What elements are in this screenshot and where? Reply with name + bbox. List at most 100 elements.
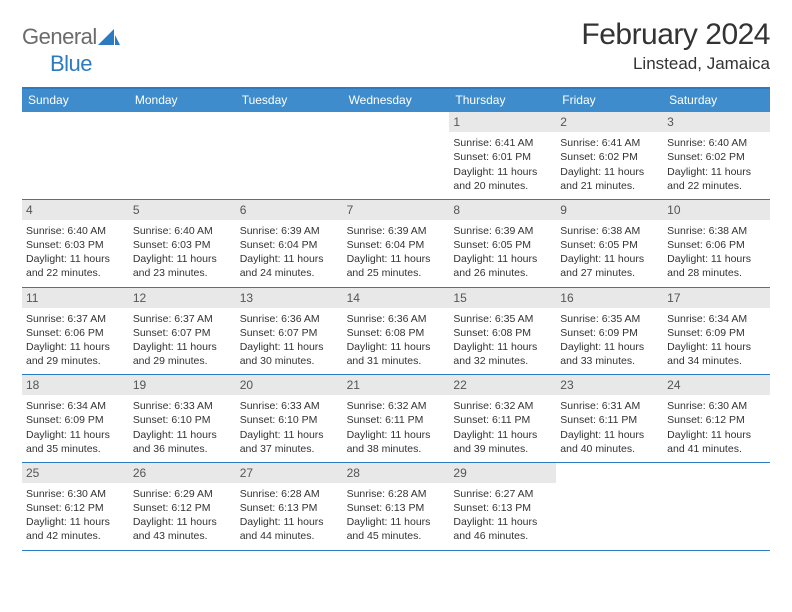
day-info: Sunrise: 6:36 AMSunset: 6:08 PMDaylight:…: [347, 312, 446, 369]
daylight-text: Daylight: 11 hours and 27 minutes.: [560, 252, 659, 280]
sunset-text: Sunset: 6:11 PM: [453, 413, 552, 427]
sunset-text: Sunset: 6:11 PM: [347, 413, 446, 427]
sunrise-text: Sunrise: 6:38 AM: [560, 224, 659, 238]
logo-text-blue: Blue: [50, 51, 92, 76]
sunrise-text: Sunrise: 6:35 AM: [560, 312, 659, 326]
calendar-cell: 19 Sunrise: 6:33 AMSunset: 6:10 PMDayligh…: [129, 375, 236, 462]
calendar-cell: 7 Sunrise: 6:39 AMSunset: 6:04 PMDaylight…: [343, 200, 450, 287]
calendar-cell: 13Sunrise: 6:36 AMSunset: 6:07 PMDayligh…: [236, 288, 343, 375]
daylight-text: Daylight: 11 hours and 43 minutes.: [133, 515, 232, 543]
day-number: 22: [449, 375, 556, 395]
day-number: 20: [236, 375, 343, 395]
sunrise-text: Sunrise: 6:31 AM: [560, 399, 659, 413]
sunset-text: Sunset: 6:13 PM: [347, 501, 446, 515]
day-info: Sunrise: 6:32 AMSunset: 6:11 PMDaylight:…: [453, 399, 552, 456]
sunset-text: Sunset: 6:02 PM: [667, 150, 766, 164]
day-header: Sunday: [22, 89, 129, 112]
daylight-text: Daylight: 11 hours and 25 minutes.: [347, 252, 446, 280]
sunset-text: Sunset: 6:09 PM: [560, 326, 659, 340]
daylight-text: Daylight: 11 hours and 36 minutes.: [133, 428, 232, 456]
daylight-text: Daylight: 11 hours and 38 minutes.: [347, 428, 446, 456]
daylight-text: Daylight: 11 hours and 40 minutes.: [560, 428, 659, 456]
day-info: Sunrise: 6:35 AMSunset: 6:09 PMDaylight:…: [560, 312, 659, 369]
day-number: 19: [129, 375, 236, 395]
day-number: 9: [556, 200, 663, 220]
brand-logo: General Blue: [22, 24, 120, 77]
day-number: 2: [556, 112, 663, 132]
sunset-text: Sunset: 6:02 PM: [560, 150, 659, 164]
calendar-cell: 2Sunrise: 6:41 AMSunset: 6:02 PMDaylight…: [556, 112, 663, 199]
sunrise-text: Sunrise: 6:34 AM: [26, 399, 125, 413]
calendar-cell: 9Sunrise: 6:38 AMSunset: 6:05 PMDaylight…: [556, 200, 663, 287]
daylight-text: Daylight: 11 hours and 37 minutes.: [240, 428, 339, 456]
daylight-text: Daylight: 11 hours and 23 minutes.: [133, 252, 232, 280]
day-header: Saturday: [663, 89, 770, 112]
daylight-text: Daylight: 11 hours and 20 minutes.: [453, 165, 552, 193]
day-header: Thursday: [449, 89, 556, 112]
daylight-text: Daylight: 11 hours and 42 minutes.: [26, 515, 125, 543]
day-info: Sunrise: 6:41 AMSunset: 6:01 PMDaylight:…: [453, 136, 552, 193]
sunset-text: Sunset: 6:04 PM: [240, 238, 339, 252]
day-info: Sunrise: 6:28 AMSunset: 6:13 PMDaylight:…: [347, 487, 446, 544]
page-header: General Blue February 2024 Linstead, Jam…: [22, 18, 770, 77]
sunset-text: Sunset: 6:08 PM: [453, 326, 552, 340]
sunrise-text: Sunrise: 6:36 AM: [240, 312, 339, 326]
calendar-cell: 12Sunrise: 6:37 AMSunset: 6:07 PMDayligh…: [129, 288, 236, 375]
calendar-cell: 4Sunrise: 6:40 AMSunset: 6:03 PMDaylight…: [22, 200, 129, 287]
day-header: Friday: [556, 89, 663, 112]
day-number: 21: [343, 375, 450, 395]
daylight-text: Daylight: 11 hours and 44 minutes.: [240, 515, 339, 543]
sunrise-text: Sunrise: 6:40 AM: [667, 136, 766, 150]
sunrise-text: Sunrise: 6:33 AM: [133, 399, 232, 413]
sunrise-text: Sunrise: 6:37 AM: [133, 312, 232, 326]
calendar-cell: 6 Sunrise: 6:39 AMSunset: 6:04 PMDaylight…: [236, 200, 343, 287]
day-number: 7: [343, 200, 450, 220]
calendar-cell: 27Sunrise: 6:28 AMSunset: 6:13 PMDayligh…: [236, 463, 343, 550]
location-label: Linstead, Jamaica: [581, 54, 770, 74]
daylight-text: Daylight: 11 hours and 26 minutes.: [453, 252, 552, 280]
day-number: 3: [663, 112, 770, 132]
calendar-week: 18Sunrise: 6:34 AMSunset: 6:09 PMDayligh…: [22, 375, 770, 463]
sunrise-text: Sunrise: 6:39 AM: [347, 224, 446, 238]
logo-sail-icon: [98, 25, 120, 51]
calendar-week: 11Sunrise: 6:37 AMSunset: 6:06 PMDayligh…: [22, 288, 770, 376]
day-info: Sunrise: 6:38 AMSunset: 6:06 PMDaylight:…: [667, 224, 766, 281]
day-info: Sunrise: 6:31 AMSunset: 6:11 PMDaylight:…: [560, 399, 659, 456]
sunset-text: Sunset: 6:07 PM: [240, 326, 339, 340]
logo-text-general: General: [22, 24, 97, 49]
calendar-cell: 3Sunrise: 6:40 AMSunset: 6:02 PMDaylight…: [663, 112, 770, 199]
calendar-week: 25Sunrise: 6:30 AMSunset: 6:12 PMDayligh…: [22, 463, 770, 551]
day-number: 6: [236, 200, 343, 220]
sunrise-text: Sunrise: 6:40 AM: [26, 224, 125, 238]
sunrise-text: Sunrise: 6:28 AM: [347, 487, 446, 501]
day-number: 16: [556, 288, 663, 308]
weeks-container: 1Sunrise: 6:41 AMSunset: 6:01 PMDaylight…: [22, 112, 770, 550]
day-number: 18: [22, 375, 129, 395]
sunset-text: Sunset: 6:12 PM: [26, 501, 125, 515]
day-header: Wednesday: [343, 89, 450, 112]
daylight-text: Daylight: 11 hours and 33 minutes.: [560, 340, 659, 368]
day-info: Sunrise: 6:39 AMSunset: 6:05 PMDaylight:…: [453, 224, 552, 281]
sunset-text: Sunset: 6:09 PM: [26, 413, 125, 427]
daylight-text: Daylight: 11 hours and 35 minutes.: [26, 428, 125, 456]
daylight-text: Daylight: 11 hours and 31 minutes.: [347, 340, 446, 368]
sunrise-text: Sunrise: 6:41 AM: [453, 136, 552, 150]
day-info: Sunrise: 6:39 AMSunset: 6:04 PMDaylight:…: [240, 224, 339, 281]
day-info: Sunrise: 6:33 AMSunset: 6:10 PMDaylight:…: [133, 399, 232, 456]
sunset-text: Sunset: 6:12 PM: [667, 413, 766, 427]
day-number: 27: [236, 463, 343, 483]
sunrise-text: Sunrise: 6:33 AM: [240, 399, 339, 413]
calendar-cell: 25Sunrise: 6:30 AMSunset: 6:12 PMDayligh…: [22, 463, 129, 550]
calendar-cell: 15Sunrise: 6:35 AMSunset: 6:08 PMDayligh…: [449, 288, 556, 375]
calendar-cell: 5Sunrise: 6:40 AMSunset: 6:03 PMDaylight…: [129, 200, 236, 287]
calendar-cell: 11Sunrise: 6:37 AMSunset: 6:06 PMDayligh…: [22, 288, 129, 375]
sunrise-text: Sunrise: 6:29 AM: [133, 487, 232, 501]
daylight-text: Daylight: 11 hours and 24 minutes.: [240, 252, 339, 280]
title-block: February 2024 Linstead, Jamaica: [581, 18, 770, 74]
day-info: Sunrise: 6:33 AMSunset: 6:10 PMDaylight:…: [240, 399, 339, 456]
day-info: Sunrise: 6:40 AMSunset: 6:03 PMDaylight:…: [133, 224, 232, 281]
sunrise-text: Sunrise: 6:27 AM: [453, 487, 552, 501]
daylight-text: Daylight: 11 hours and 45 minutes.: [347, 515, 446, 543]
day-info: Sunrise: 6:39 AMSunset: 6:04 PMDaylight:…: [347, 224, 446, 281]
day-info: Sunrise: 6:35 AMSunset: 6:08 PMDaylight:…: [453, 312, 552, 369]
